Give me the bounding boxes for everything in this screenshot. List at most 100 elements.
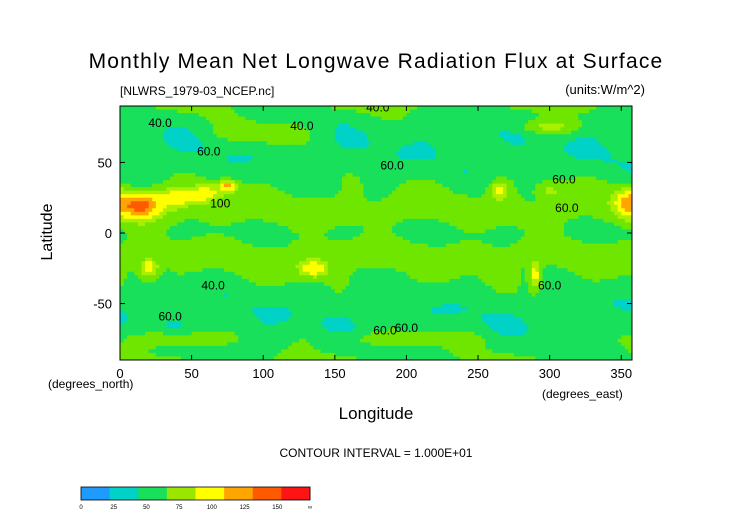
heatmap-cell bbox=[550, 162, 554, 166]
heatmap-cell bbox=[564, 166, 568, 170]
heatmap-cell bbox=[510, 120, 514, 124]
heatmap-cell bbox=[195, 180, 199, 184]
heatmap-cell bbox=[342, 155, 346, 159]
heatmap-cell bbox=[220, 187, 224, 191]
heatmap-cell bbox=[618, 198, 622, 202]
heatmap-cell bbox=[313, 155, 317, 159]
heatmap-cell bbox=[181, 215, 185, 219]
heatmap-cell bbox=[431, 166, 435, 170]
heatmap-cell bbox=[156, 226, 160, 230]
heatmap-cell bbox=[464, 162, 468, 166]
heatmap-cell bbox=[367, 212, 371, 216]
heatmap-cell bbox=[435, 159, 439, 163]
heatmap-cell bbox=[449, 187, 453, 191]
heatmap-cell bbox=[428, 159, 432, 163]
heatmap-cell bbox=[621, 187, 625, 191]
heatmap-cell bbox=[335, 212, 339, 216]
heatmap-cell bbox=[335, 201, 339, 205]
heatmap-cell bbox=[181, 134, 185, 138]
heatmap-cell bbox=[192, 180, 196, 184]
heatmap-cell bbox=[471, 215, 475, 219]
heatmap-cell bbox=[453, 145, 457, 149]
heatmap-cell bbox=[174, 215, 178, 219]
heatmap-cell bbox=[242, 222, 246, 226]
heatmap-cell bbox=[202, 215, 206, 219]
heatmap-cell bbox=[213, 173, 217, 177]
heatmap-cell bbox=[181, 191, 185, 195]
heatmap-cell bbox=[299, 212, 303, 216]
heatmap-cell bbox=[324, 187, 328, 191]
heatmap-cell bbox=[392, 180, 396, 184]
heatmap-cell bbox=[578, 155, 582, 159]
heatmap-cell bbox=[252, 212, 256, 216]
heatmap-cell bbox=[614, 177, 618, 181]
heatmap-cell bbox=[503, 208, 507, 212]
heatmap-cell bbox=[231, 177, 235, 181]
heatmap-cell bbox=[231, 205, 235, 209]
heatmap-cell bbox=[514, 159, 518, 163]
heatmap-cell bbox=[614, 120, 618, 124]
heatmap-cell bbox=[195, 191, 199, 195]
heatmap-cell bbox=[167, 215, 171, 219]
heatmap-cell bbox=[149, 145, 153, 149]
heatmap-cell bbox=[621, 212, 625, 216]
heatmap-cell bbox=[568, 162, 572, 166]
heatmap-cell bbox=[127, 152, 131, 156]
heatmap-cell bbox=[120, 177, 124, 181]
heatmap-cell bbox=[177, 184, 181, 188]
heatmap-cell bbox=[328, 145, 332, 149]
heatmap-cell bbox=[578, 222, 582, 226]
heatmap-cell bbox=[410, 127, 414, 131]
heatmap-cell bbox=[532, 170, 536, 174]
heatmap-cell bbox=[421, 212, 425, 216]
heatmap-cell bbox=[199, 215, 203, 219]
heatmap-cell bbox=[127, 138, 131, 142]
heatmap-cell bbox=[424, 145, 428, 149]
heatmap-cell bbox=[274, 117, 278, 121]
heatmap-cell bbox=[170, 141, 174, 145]
heatmap-cell bbox=[134, 166, 138, 170]
heatmap-cell bbox=[124, 187, 128, 191]
heatmap-cell bbox=[202, 162, 206, 166]
heatmap-cell bbox=[500, 148, 504, 152]
heatmap-cell bbox=[199, 134, 203, 138]
heatmap-cell bbox=[478, 124, 482, 128]
heatmap-cell bbox=[514, 145, 518, 149]
heatmap-cell bbox=[396, 194, 400, 198]
heatmap-cell bbox=[317, 212, 321, 216]
heatmap-cell bbox=[560, 127, 564, 131]
heatmap-cell bbox=[195, 159, 199, 163]
heatmap-cell bbox=[306, 212, 310, 216]
heatmap-cell bbox=[614, 113, 618, 117]
heatmap-cell bbox=[410, 162, 414, 166]
heatmap-cell bbox=[331, 124, 335, 128]
heatmap-cell bbox=[578, 198, 582, 202]
heatmap-cell bbox=[542, 148, 546, 152]
heatmap-cell bbox=[285, 120, 289, 124]
heatmap-cell bbox=[557, 131, 561, 135]
heatmap-cell bbox=[478, 131, 482, 135]
heatmap-cell bbox=[156, 191, 160, 195]
heatmap-cell bbox=[471, 120, 475, 124]
heatmap-cell bbox=[138, 226, 142, 230]
heatmap-cell bbox=[127, 131, 131, 135]
heatmap-cell bbox=[227, 138, 231, 142]
heatmap-cell bbox=[439, 162, 443, 166]
heatmap-cell bbox=[571, 148, 575, 152]
heatmap-cell bbox=[593, 170, 597, 174]
heatmap-cell bbox=[607, 141, 611, 145]
heatmap-cell bbox=[167, 201, 171, 205]
heatmap-cell bbox=[507, 198, 511, 202]
heatmap-cell bbox=[260, 191, 264, 195]
heatmap-cell bbox=[478, 212, 482, 216]
heatmap-cell bbox=[517, 194, 521, 198]
heatmap-cell bbox=[464, 138, 468, 142]
heatmap-cell bbox=[503, 113, 507, 117]
heatmap-cell bbox=[406, 208, 410, 212]
heatmap-cell bbox=[371, 212, 375, 216]
heatmap-cell bbox=[596, 166, 600, 170]
heatmap-cell bbox=[557, 134, 561, 138]
heatmap-cell bbox=[446, 117, 450, 121]
heatmap-cell bbox=[453, 134, 457, 138]
heatmap-cell bbox=[467, 198, 471, 202]
